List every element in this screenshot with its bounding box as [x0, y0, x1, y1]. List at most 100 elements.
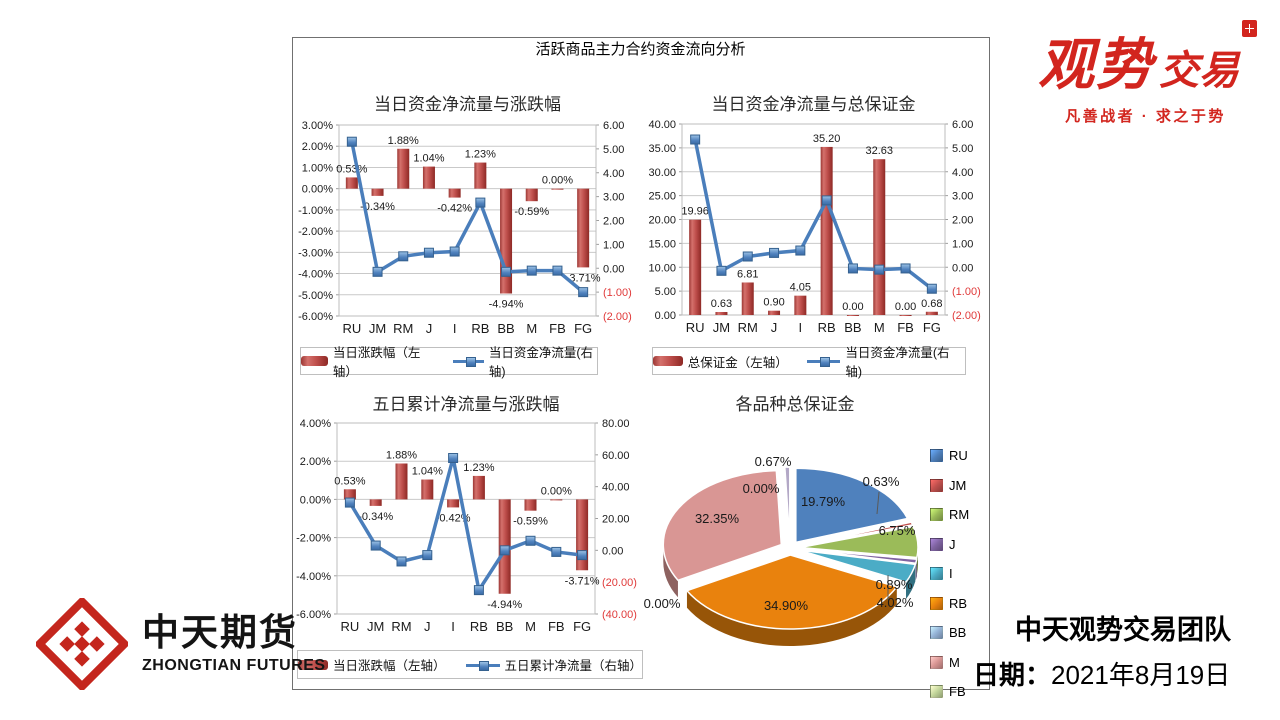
- bar-data-label: 0.63: [711, 298, 732, 310]
- category-label: JM: [713, 320, 730, 335]
- bar-RB: [472, 475, 485, 500]
- legend-item: 当日涨跌幅（左轴）: [298, 655, 446, 674]
- legend-label: 总保证金（左轴）: [687, 355, 788, 370]
- left-axis-tick: 30.00: [648, 167, 676, 179]
- line-series: [693, 139, 933, 291]
- bar-data-label: 6.81: [737, 268, 758, 280]
- pie-legend-item-RM: RM: [930, 507, 969, 522]
- left-axis-tick: 10.00: [648, 262, 676, 274]
- bar-data-label: 0.68: [921, 298, 942, 310]
- right-axis-tick: 1.00: [952, 238, 973, 250]
- bar-data-label: 0.00: [842, 301, 863, 313]
- pie-legend-item-J: J: [930, 537, 969, 552]
- pie-data-label-JM: 0.63%: [863, 474, 900, 489]
- category-label: I: [799, 320, 803, 335]
- bar-I: [448, 188, 461, 198]
- category-label: RM: [391, 619, 411, 634]
- line-marker-RB: [475, 197, 486, 208]
- zhongtian-logo: 中天期货 ZHONGTIAN FUTURES: [36, 598, 326, 690]
- plot-border: [681, 123, 946, 316]
- pie-slice-RB: [685, 554, 899, 630]
- bar-FB: [551, 188, 564, 190]
- guanshi-wordmark: 观势 交易: [1038, 20, 1257, 101]
- bar-RU: [343, 489, 356, 500]
- line-marker-BB: [499, 545, 510, 556]
- bar-RU: [689, 219, 702, 315]
- pie-side-RB: [686, 586, 897, 646]
- left-axis-tick: 4.00%: [300, 418, 331, 430]
- category-label: M: [526, 321, 537, 336]
- pie-slice-J: [799, 548, 918, 565]
- left-axis-tick: 2.00%: [300, 456, 331, 468]
- right-axis-tick: (1.00): [603, 287, 632, 299]
- bar-data-label: 0.00%: [541, 485, 572, 497]
- zhongtian-name-en: ZHONGTIAN FUTURES: [142, 656, 326, 674]
- bar-RU: [345, 177, 358, 189]
- bar-data-label: 32.63: [865, 145, 893, 157]
- bar-data-label: 0.90: [763, 297, 784, 309]
- plot-border: [336, 422, 596, 615]
- bar-data-label: 4.05: [790, 282, 811, 294]
- pie-legend-swatch-icon: [930, 655, 943, 669]
- category-label: BB: [497, 321, 514, 336]
- line-marker-FB: [900, 263, 911, 274]
- line-marker-J: [769, 247, 780, 258]
- category-label: RB: [471, 321, 489, 336]
- pie-data-label-I: 4.02%: [877, 595, 914, 610]
- chart1-legend: 当日涨跌幅（左轴） 当日资金净流量(右轴): [300, 346, 598, 379]
- bar-swatch-icon: [298, 659, 328, 670]
- legend-label: 当日涨跌幅（左轴）: [332, 346, 421, 379]
- left-axis-tick: 25.00: [648, 191, 676, 203]
- category-label: BB: [496, 619, 513, 634]
- bar-M: [873, 159, 886, 315]
- left-axis-tick: 35.00: [648, 143, 676, 155]
- pie-legend-label: FB: [949, 684, 966, 699]
- pie-legend-swatch-icon: [930, 567, 943, 580]
- category-label: FG: [923, 320, 941, 335]
- right-axis-tick: (40.00): [602, 609, 637, 621]
- pie-legend-label: BB: [949, 625, 967, 640]
- bar-I: [794, 295, 807, 315]
- chart2-title: 当日资金净流量与总保证金: [711, 95, 916, 114]
- bar-FG: [577, 188, 590, 268]
- pie-legend-swatch-icon: [930, 685, 943, 698]
- category-label: RU: [342, 321, 361, 336]
- category-label: RB: [818, 320, 836, 335]
- category-label: JM: [367, 619, 384, 634]
- pie-legend-label: JM: [949, 477, 967, 493]
- category-label: M: [874, 320, 885, 335]
- bar-JM: [369, 499, 382, 506]
- pie-data-label-M: 32.35%: [695, 511, 740, 526]
- bar-RM: [741, 282, 754, 315]
- pie-legend-label: J: [949, 536, 956, 552]
- bar-data-label: -4.94%: [487, 599, 522, 611]
- guanshi-tagline: 凡善战者 · 求之于势: [1065, 108, 1226, 125]
- category-label: RU: [686, 320, 705, 335]
- left-axis-tick: -5.00%: [298, 290, 333, 302]
- right-axis-tick: 80.00: [602, 418, 630, 430]
- bar-data-label: 1.23%: [465, 149, 496, 161]
- line-swatch-icon: [453, 356, 485, 367]
- left-axis-tick: 0.00%: [302, 184, 333, 196]
- line-marker-RM: [742, 251, 753, 262]
- pie-data-label-RM: 6.75%: [879, 523, 916, 538]
- plot-border: [338, 124, 597, 317]
- category-label: FG: [574, 321, 592, 336]
- legend-item: 当日资金净流量(右轴): [806, 342, 965, 380]
- line-marker-RU: [690, 134, 701, 145]
- pie-data-label-FG: 0.67%: [755, 454, 792, 469]
- line-marker-JM: [716, 265, 727, 276]
- pie-legend-swatch-icon: [930, 508, 943, 521]
- right-axis-tick: (2.00): [952, 310, 981, 322]
- pie-data-label-BB: 0.00%: [644, 596, 681, 611]
- line-marker-RB: [473, 585, 484, 596]
- bar-data-label: -3.71%: [565, 575, 600, 587]
- right-axis-tick: 20.00: [602, 514, 630, 526]
- chart2-legend: 总保证金（左轴） 当日资金净流量(右轴): [652, 346, 966, 379]
- pie-legend-label: I: [949, 566, 953, 581]
- left-axis-tick: 0.00%: [300, 494, 331, 506]
- line-marker-RU: [346, 136, 357, 147]
- pie-data-label-FB: 0.00%: [743, 481, 780, 496]
- right-axis-tick: 3.00: [952, 191, 973, 203]
